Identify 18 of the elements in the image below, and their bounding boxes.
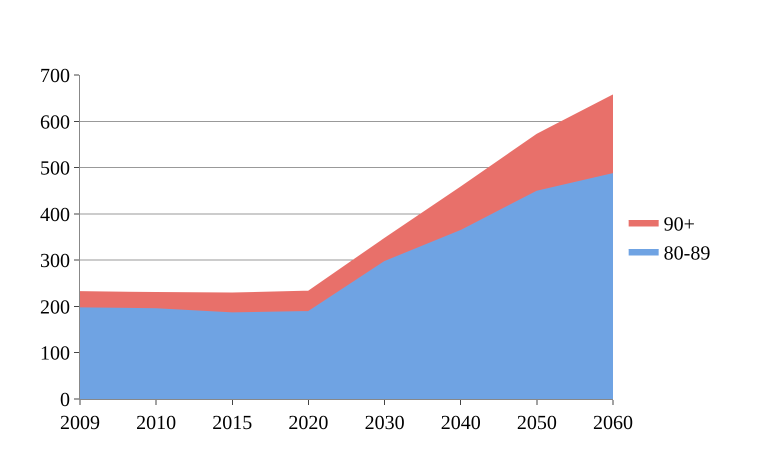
x-tick-label: 2020	[288, 412, 328, 434]
x-tick-label: 2030	[364, 412, 405, 434]
y-tick-label: 400	[40, 204, 70, 226]
legend-label: 90+	[664, 213, 695, 236]
y-tick-label: 500	[40, 158, 70, 180]
y-tick-label: 600	[40, 111, 70, 134]
y-tick-label: 700	[40, 65, 70, 87]
x-tick-label: 2009	[60, 412, 100, 434]
x-tick-label: 2040	[440, 412, 481, 434]
y-tick-label: 0	[60, 389, 70, 411]
y-tick-label: 200	[40, 296, 70, 318]
x-tick-label: 2050	[516, 412, 557, 434]
x-tick-label: 2060	[593, 412, 633, 434]
y-tick-label: 300	[40, 250, 70, 272]
x-tick-label: 2010	[136, 412, 176, 434]
legend-label: 80-89	[664, 242, 710, 264]
y-tick-label: 100	[40, 342, 70, 365]
x-tick-label: 2015	[212, 412, 252, 434]
